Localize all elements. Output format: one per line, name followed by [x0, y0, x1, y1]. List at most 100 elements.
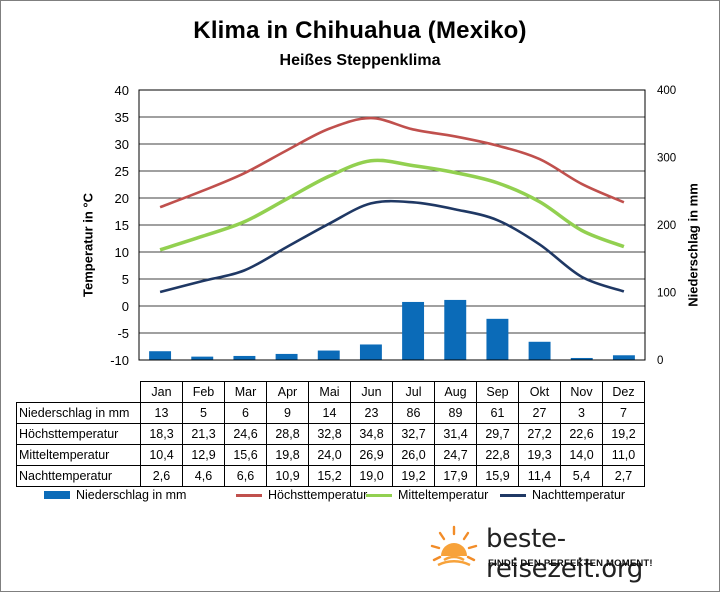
table-corner-cell — [17, 382, 141, 403]
y-left-tick-label: 25 — [115, 164, 129, 179]
table-value-cell: 5,4 — [560, 465, 603, 487]
y-left-tick-label: 15 — [115, 218, 129, 233]
table-value-cell: 10,4 — [140, 444, 183, 466]
table-value-cell: 14 — [308, 402, 351, 424]
table-value-cell: 15,9 — [476, 465, 519, 487]
table-value-cell: 27 — [518, 402, 561, 424]
y-right-tick-label: 0 — [657, 355, 663, 367]
legend-label-min: Nachttemperatur — [532, 488, 626, 502]
precip-bar — [612, 355, 635, 360]
precip-bar — [233, 355, 256, 360]
table-value-cell: 5 — [182, 402, 225, 424]
table-row-label: Niederschlag in mm — [16, 402, 141, 424]
table-row: Nachttemperatur 2,6 4,6 6,6 10,9 15,2 19,0 19,2… — [16, 465, 645, 487]
table-month-cell: Aug — [434, 381, 477, 403]
table-value-cell: 27,2 — [518, 423, 561, 445]
table-value-cell: 13 — [140, 402, 183, 424]
y-left-tick-label: -5 — [117, 326, 129, 341]
table-value-cell: 26,0 — [392, 444, 435, 466]
table-month-cell: Jun — [350, 381, 393, 403]
legend-item-mean: Mitteltemperatur — [366, 487, 488, 503]
table-value-cell: 9 — [266, 402, 309, 424]
precip-bar — [359, 344, 382, 360]
min-temp-line — [159, 199, 625, 294]
table-month-cell: Jul — [392, 381, 435, 403]
legend-label-max: Höchsttemperatur — [268, 488, 368, 502]
table-header-row: Jan Feb Mar Apr Mai Jun Jul Aug Sep Okt Nov Dez — [17, 381, 645, 403]
table-value-cell: 14,0 — [560, 444, 603, 466]
legend-item-precip: Niederschlag in mm — [44, 487, 186, 503]
table-value-cell: 11,4 — [518, 465, 561, 487]
table-value-cell: 15,2 — [308, 465, 351, 487]
y-left-tick-label: 10 — [115, 245, 129, 260]
max-temp-line — [159, 116, 625, 209]
precip-bar — [275, 353, 298, 360]
table-value-cell: 19,3 — [518, 444, 561, 466]
y-right-tick-label: 200 — [657, 220, 676, 232]
table-value-cell: 86 — [392, 402, 435, 424]
legend-swatch-precip — [44, 491, 70, 499]
table-value-cell: 7 — [602, 402, 645, 424]
table-value-cell: 34,8 — [350, 423, 393, 445]
chart-subtitle: Heißes Steppenklima — [279, 52, 441, 69]
table-value-cell: 31,4 — [434, 423, 477, 445]
table-value-cell: 24,0 — [308, 444, 351, 466]
table-value-cell: 11,0 — [602, 444, 645, 466]
legend-label-mean: Mitteltemperatur — [398, 488, 489, 502]
y-left-tick-label: 20 — [115, 191, 129, 206]
table-month-cell: Jan — [140, 381, 183, 403]
table-value-cell: 24,7 — [434, 444, 477, 466]
table-value-cell: 6 — [224, 402, 267, 424]
table-row-label: Höchsttemperatur — [16, 423, 141, 445]
table-month-cell: Mai — [308, 381, 351, 403]
table-month-cell: Nov — [560, 381, 603, 403]
table-month-cell: Feb — [182, 381, 225, 403]
y-left-tick-label: 40 — [115, 83, 129, 98]
table-month-cell: Apr — [266, 381, 309, 403]
table-value-cell: 32,7 — [392, 423, 435, 445]
y-left-tick-label: 30 — [115, 137, 129, 152]
legend-item-min: Nachttemperatur — [500, 487, 625, 503]
precip-bar — [402, 301, 425, 360]
table-value-cell: 18,3 — [140, 423, 183, 445]
table-value-cell: 12,9 — [182, 444, 225, 466]
table-value-cell: 19,2 — [602, 423, 645, 445]
sun-logo-icon — [430, 525, 478, 567]
table-value-cell: 15,6 — [224, 444, 267, 466]
table-row-label: Nachttemperatur — [16, 465, 141, 487]
table-value-cell: 26,9 — [350, 444, 393, 466]
table-month-cell: Dez — [602, 381, 645, 403]
y-right-tick-label: 100 — [657, 288, 676, 300]
table-value-cell: 61 — [476, 402, 519, 424]
chart-legend: Niederschlag in mm Höchsttemperatur Mitt… — [0, 487, 720, 503]
table-value-cell: 17,9 — [434, 465, 477, 487]
brand-name: beste-reisezeit.org — [486, 524, 643, 584]
plot-border — [138, 89, 646, 361]
brand-tagline: FINDE DEN PERFEKTEN MOMENT! — [488, 558, 653, 569]
table-value-cell: 22,8 — [476, 444, 519, 466]
legend-swatch-mean — [366, 493, 392, 497]
chart-plot: 40 35 30 25 20 15 10 5 0 -5 -10 400 300 200 100 0 — [110, 83, 676, 368]
precip-bar — [317, 350, 340, 360]
legend-swatch-max — [236, 493, 262, 497]
precip-bar — [444, 299, 467, 360]
legend-label-precip: Niederschlag in mm — [76, 488, 187, 502]
table-value-cell: 19,0 — [350, 465, 393, 487]
table-value-cell: 29,7 — [476, 423, 519, 445]
y-left-tick-label: 0 — [122, 299, 129, 314]
legend-swatch-min — [500, 493, 526, 497]
legend-item-max: Höchsttemperatur — [236, 487, 367, 503]
table-value-cell: 10,9 — [266, 465, 309, 487]
table-row: Mitteltemperatur 10,4 12,9 15,6 19,8 24,0 26,9… — [16, 444, 645, 466]
precip-bar — [528, 341, 551, 360]
table-value-cell: 2,7 — [602, 465, 645, 487]
table-month-cell: Okt — [518, 381, 561, 403]
table-value-cell: 32,8 — [308, 423, 351, 445]
mean-temp-line — [159, 158, 625, 252]
table-value-cell: 24,6 — [224, 423, 267, 445]
y-left-tick-label: 5 — [122, 272, 129, 287]
table-value-cell: 4,6 — [182, 465, 225, 487]
table-month-cell: Sep — [476, 381, 519, 403]
precip-bar — [191, 356, 214, 360]
table-row: Niederschlag in mm 13 5 6 9 14 23 86 89 61 27 3 7 — [16, 402, 645, 424]
